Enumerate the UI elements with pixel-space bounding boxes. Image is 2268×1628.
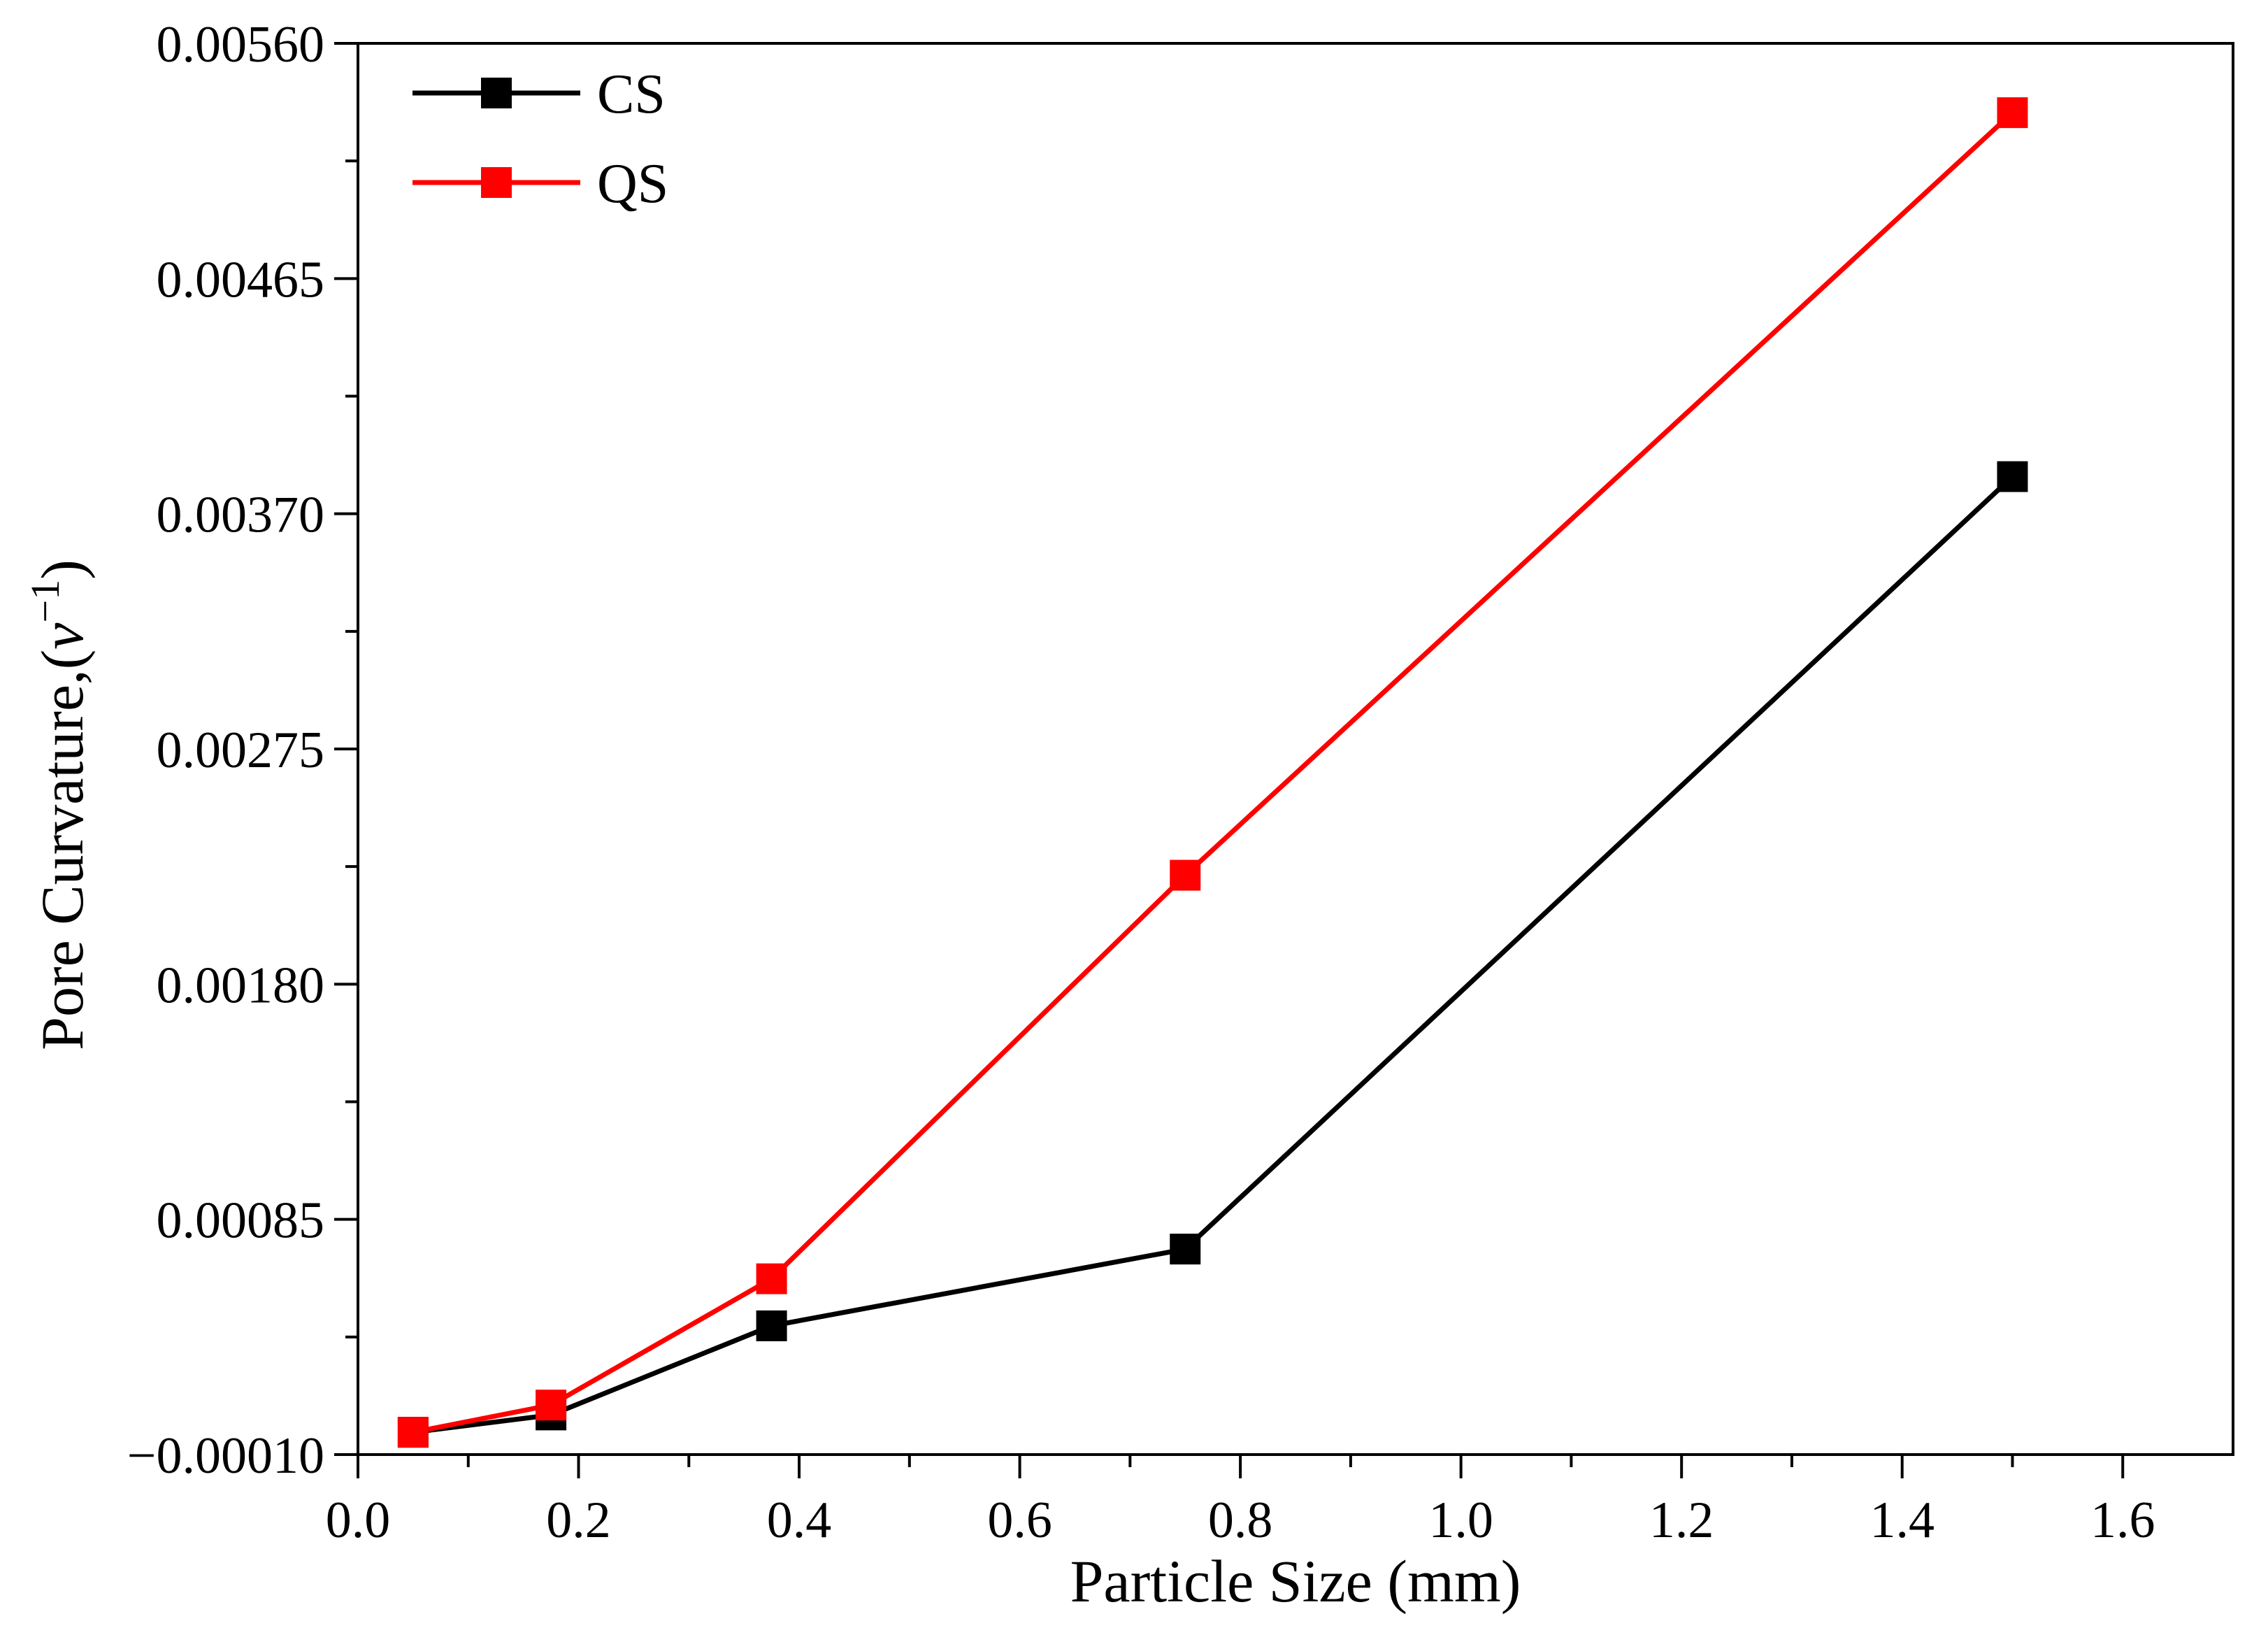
x-tick-label: 1.6 bbox=[2090, 1492, 2155, 1549]
y-tick-label: 0.00180 bbox=[157, 957, 325, 1014]
legend-marker-qs bbox=[481, 167, 512, 198]
data-point-cs bbox=[1170, 1234, 1201, 1265]
data-point-cs bbox=[756, 1310, 787, 1341]
x-axis-title: Particle Size (mm) bbox=[1070, 1548, 1521, 1615]
plot-markers bbox=[397, 97, 2028, 1448]
x-tick-label: 0.2 bbox=[546, 1492, 611, 1549]
y-tick-label: 0.00370 bbox=[157, 487, 325, 544]
series-line-cs bbox=[412, 475, 2014, 1435]
plot-lines bbox=[412, 110, 2014, 1435]
x-tick-label: 0.8 bbox=[1208, 1492, 1273, 1549]
legend-label-qs: QS bbox=[597, 153, 668, 215]
data-point-qs bbox=[1997, 97, 2028, 129]
data-point-qs bbox=[756, 1263, 787, 1294]
x-tick-label: 0.6 bbox=[987, 1492, 1052, 1549]
x-tick-label: 0.4 bbox=[767, 1492, 832, 1549]
y-tick-label: 0.00085 bbox=[157, 1192, 325, 1250]
data-point-cs bbox=[1997, 461, 2028, 492]
x-tick-label: 1.0 bbox=[1428, 1492, 1493, 1549]
x-tick-label: 1.2 bbox=[1649, 1492, 1714, 1549]
y-axis-title: Pore Curvature,(v−1) bbox=[22, 559, 96, 1050]
x-tick-label: 0.0 bbox=[326, 1492, 391, 1549]
y-axis-title-exponent: −1 bbox=[22, 580, 68, 623]
y-tick-label: 0.00465 bbox=[157, 251, 325, 308]
y-tick-label: 0.00275 bbox=[157, 722, 325, 779]
y-tick-label: 0.00560 bbox=[157, 16, 325, 73]
series-line-qs bbox=[412, 110, 2014, 1435]
legend-marker-cs bbox=[481, 78, 512, 108]
legend: CS QS bbox=[412, 64, 668, 215]
y-axis-title-prefix: Pore Curvature,( bbox=[29, 650, 96, 1050]
plot-frame bbox=[357, 42, 2234, 1456]
y-axis-title-variable: v bbox=[29, 622, 96, 650]
y-tick-label: −0.00010 bbox=[127, 1427, 324, 1485]
x-axis: 0.0 0.2 0.4 0.6 0.8 1.0 1.2 1.4 1.6 bbox=[326, 1455, 2155, 1549]
data-point-qs bbox=[1170, 859, 1201, 891]
data-point-qs bbox=[536, 1390, 567, 1421]
legend-label-cs: CS bbox=[597, 64, 666, 125]
y-axis-title-suffix: ) bbox=[29, 559, 96, 580]
y-axis: −0.00010 0.00085 0.00180 0.00275 0.00370 0.00… bbox=[127, 16, 358, 1485]
data-point-qs bbox=[397, 1417, 429, 1448]
x-tick-label: 1.4 bbox=[1869, 1492, 1935, 1549]
